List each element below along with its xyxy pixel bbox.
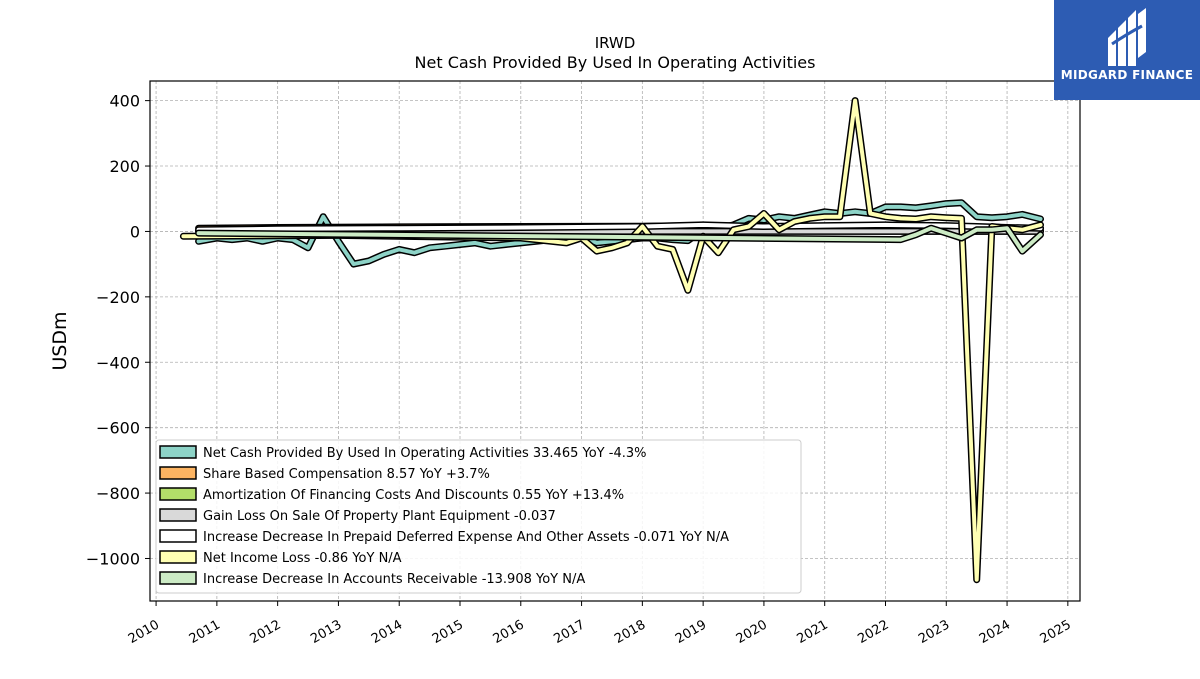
legend: Net Cash Provided By Used In Operating A… [155,439,802,594]
y-tick-label: −400 [96,353,140,372]
chart-title: IRWD [595,34,636,52]
midgard-logo-icon [1108,8,1146,66]
y-tick-label: −1000 [86,549,140,568]
brand-logo: MIDGARD FINANCE [1054,0,1200,100]
x-tick-label: 2011 [187,617,223,647]
y-tick-label: −200 [96,288,140,307]
legend-swatch [159,571,197,585]
legend-swatch [159,529,197,543]
series-6 [195,224,1044,255]
chart-subtitle: Net Cash Provided By Used In Operating A… [415,53,816,72]
x-tick-label: 2012 [247,617,283,647]
x-tick-label: 2020 [734,617,770,647]
x-tick-label: 2022 [855,617,891,647]
legend-swatch [159,445,197,459]
legend-swatch [159,466,197,480]
legend-swatch [159,508,197,522]
plot-frame [149,80,1081,602]
y-tick-label: 400 [109,92,140,111]
x-tick-label: 2017 [551,617,587,647]
legend-label: Gain Loss On Sale Of Property Plant Equi… [203,509,556,524]
legend-frame [155,439,802,594]
y-tick-label: −800 [96,484,140,503]
series-line [181,98,1043,582]
legend-label: Net Income Loss -0.86 YoY N/A [203,551,402,566]
y-tick-label: 200 [109,157,140,176]
series-line [196,226,1043,254]
x-tick-label: 2025 [1038,617,1074,647]
legend-label: Increase Decrease In Accounts Receivable… [203,572,585,587]
x-tick-label: 2013 [308,617,344,647]
y-tick-label: 0 [130,222,140,241]
x-tick-label: 2014 [369,617,405,647]
series-5 [179,97,1044,584]
legend-swatch [159,550,197,564]
x-tick-label: 2010 [126,617,162,647]
legend-label: Amortization Of Financing Costs And Disc… [203,488,624,503]
brand-name: MIDGARD FINANCE [1060,68,1194,82]
legend-label: Net Cash Provided By Used In Operating A… [203,446,646,461]
x-tick-label: 2018 [612,617,648,647]
x-tick-label: 2019 [673,617,709,647]
x-tick-label: 2015 [430,617,466,647]
legend-label: Increase Decrease In Prepaid Deferred Ex… [203,530,729,545]
legend-label: Share Based Compensation 8.57 YoY +3.7% [203,467,490,482]
x-tick-label: 2021 [795,617,831,647]
y-tick-label: −600 [96,419,140,438]
x-tick-label: 2023 [916,617,952,647]
y-axis-label: USDm [49,311,71,370]
series-layer [179,97,1044,584]
x-tick-label: 2024 [977,617,1013,647]
legend-swatch [159,487,197,501]
x-tick-label: 2016 [491,617,527,647]
